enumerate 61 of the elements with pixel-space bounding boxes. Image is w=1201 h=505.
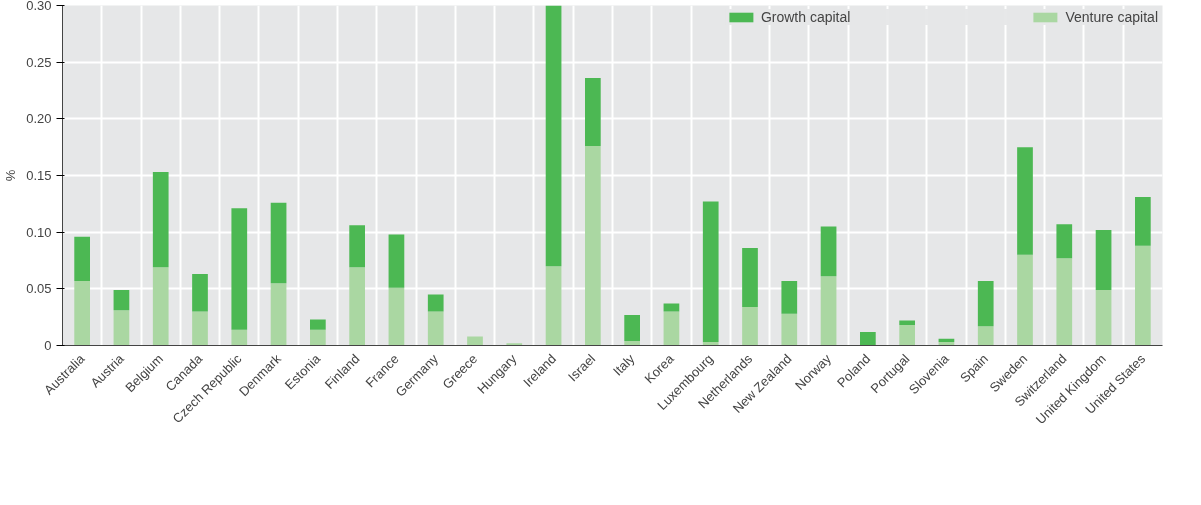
bar (427, 294, 444, 312)
y-tick-label: 0.10 (26, 224, 52, 240)
bar (1135, 197, 1151, 246)
bar (585, 146, 601, 346)
bar (663, 303, 680, 312)
bar (74, 280, 90, 346)
bar (1135, 245, 1151, 346)
bar (545, 5, 562, 267)
bar (1056, 258, 1073, 346)
y-axis-title: % (3, 169, 19, 182)
bar (192, 274, 208, 312)
y-tick-label: 0.30 (26, 0, 52, 13)
bar (270, 202, 287, 284)
bar (545, 266, 562, 346)
bar (310, 319, 326, 330)
bar (624, 314, 640, 341)
bar (781, 313, 798, 346)
bar (1017, 254, 1033, 346)
bar (1095, 229, 1112, 290)
y-tick-label: 0.05 (26, 281, 52, 297)
x-tick-label: Italy (609, 350, 638, 379)
legend-label: Venture capital (1065, 9, 1158, 25)
bar (781, 280, 798, 314)
bar (231, 208, 248, 330)
bar (427, 311, 444, 346)
bar (977, 326, 994, 346)
bar (624, 340, 640, 346)
bar (310, 329, 326, 346)
bar (977, 280, 994, 327)
bar (742, 306, 758, 346)
bar (152, 267, 169, 346)
legend-label: Growth capital (760, 9, 851, 25)
bar (152, 172, 169, 268)
bar (388, 287, 405, 346)
bar (663, 311, 680, 346)
bar (860, 331, 876, 346)
bar (899, 325, 915, 346)
bar (74, 236, 90, 281)
bar (899, 320, 915, 326)
y-tick-label: 0.15 (26, 168, 52, 183)
bar (467, 336, 483, 346)
y-tick-label: 0.25 (26, 54, 52, 70)
bar (349, 267, 365, 346)
bar (231, 329, 248, 346)
y-tick-label: 0 (44, 338, 52, 353)
bar (1056, 224, 1073, 259)
bar (388, 234, 405, 288)
bar (1017, 147, 1033, 255)
bar (702, 342, 719, 346)
bar (702, 201, 719, 343)
bar (1095, 289, 1112, 346)
bar (192, 311, 208, 346)
bar (113, 310, 130, 346)
bar (113, 289, 130, 311)
bar (349, 225, 365, 268)
bar (270, 283, 287, 346)
bar (820, 226, 837, 277)
bar (585, 78, 601, 147)
bar (742, 248, 758, 307)
bar (820, 276, 837, 346)
y-tick-label: 0.20 (26, 111, 52, 127)
